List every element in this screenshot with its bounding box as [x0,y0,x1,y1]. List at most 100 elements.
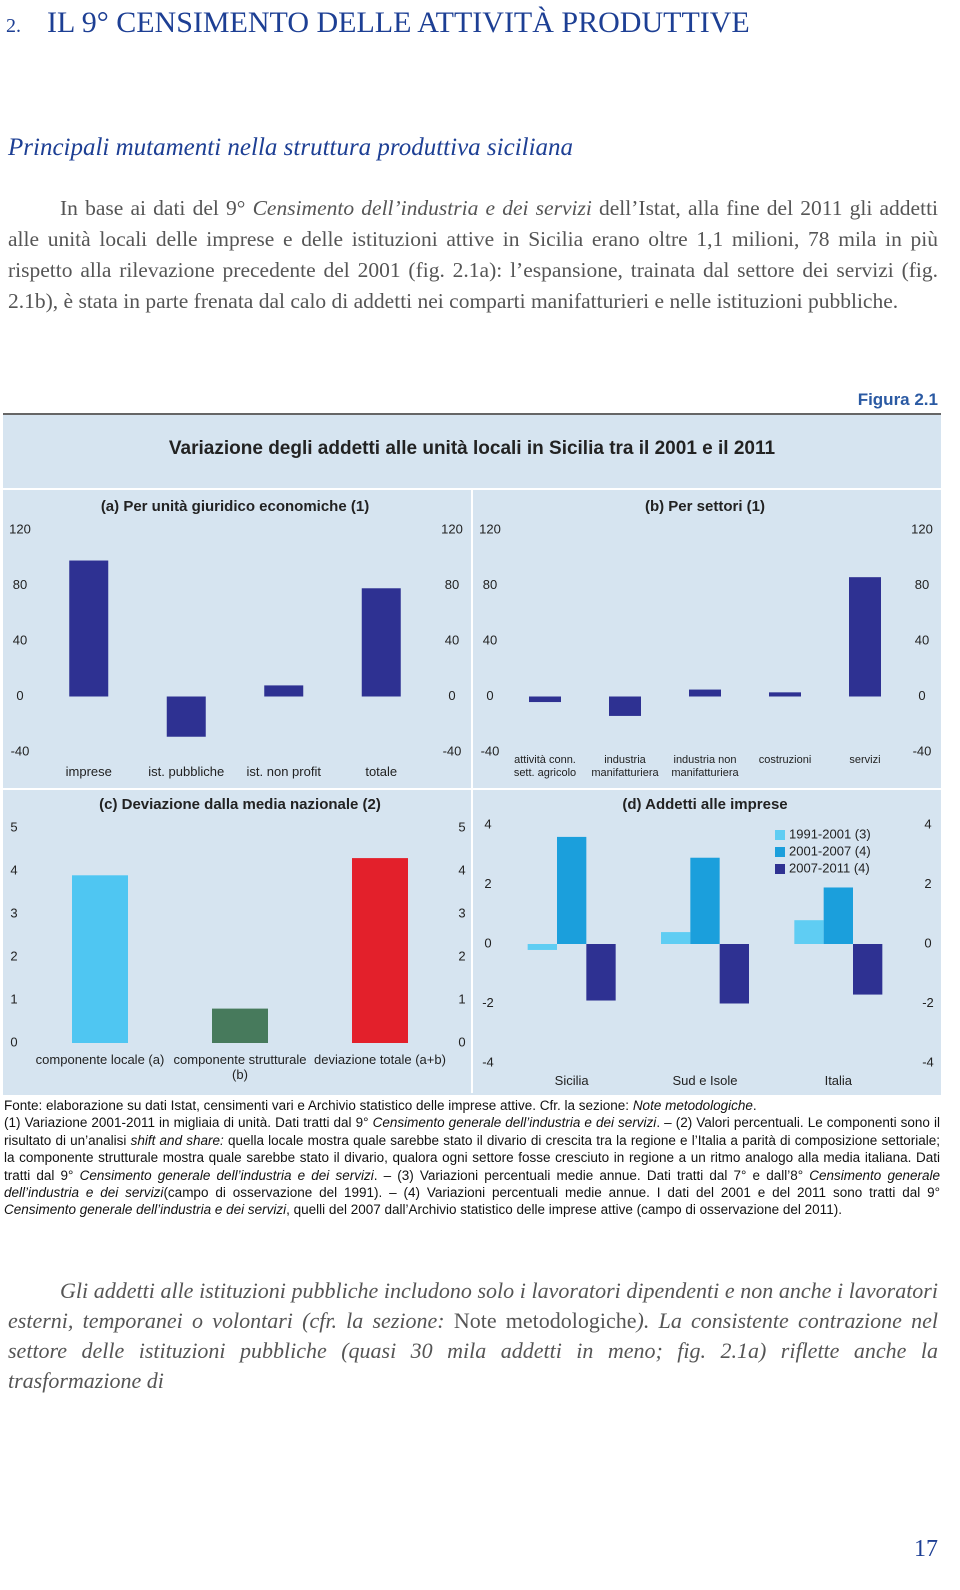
y2-tick-label: -40 [913,743,932,758]
text-run: Censimento generale dell’industria e dei… [372,1115,657,1131]
text-run: ). La consistente contrazione nel settor… [8,1308,938,1393]
y2-tick-label: 4 [924,816,931,831]
y-tick-label: 5 [10,819,17,834]
text-run: Fonte: elaborazione su dati Istat, censi… [4,1098,633,1113]
x-tick-label: servizi [849,754,881,766]
bar [264,685,304,697]
legend-swatch [775,864,785,874]
x-tick-label: totale [365,764,398,779]
legend-swatch [775,830,785,840]
y2-tick-label: 120 [911,521,933,536]
bar [361,588,401,697]
y-tick-label: 3 [10,905,17,920]
text-run: (1) Variazione 2001-2011 in migliaia di … [4,1115,373,1131]
text-run: Censimento generale dell’industria e dei… [4,1202,287,1218]
x-tick-label: componente strutturale (b) [173,1052,307,1082]
x-tick-label: industria non manifatturiera [671,754,739,779]
note: (1) Variazione 2001-2011 in migliaia di … [4,1114,940,1218]
y2-tick-label: -40 [443,743,462,758]
text-run: Censimento dell’industria e dei servizi [252,196,592,220]
text-run: quella locale mostra quale sarebbe stato… [4,1132,940,1183]
figure-label: Figura 2.1 [857,390,938,409]
text-run: Censimento generale dell’industria e dei… [4,1167,940,1201]
y2-tick-label: 2 [924,876,931,891]
y-tick-label: 0 [16,688,23,703]
y2-tick-label: -2 [922,995,934,1010]
text-run: shift and share: [130,1132,224,1148]
y2-tick-label: 80 [445,577,459,592]
y2-tick-label: 2 [458,948,465,963]
x-tick-label: attività conn. sett. agricolo [513,754,577,779]
figure-title: Variazione degli addetti alle unità loca… [168,438,776,459]
bar [609,696,641,716]
text-run: . [752,1098,757,1113]
y-tick-label: -4 [482,1054,494,1069]
bar [529,696,561,703]
y2-tick-label: 0 [458,1034,465,1049]
y-tick-label: 40 [483,632,497,647]
text-run: In base ai dati del 9° [60,196,253,220]
text-run: Note metodologiche [453,1308,637,1333]
text-run: Gli addetti alle istituzioni pubbliche i… [8,1278,938,1333]
header-title: IL 9° CENSIMENTO DELLE ATTIVITÀ PRODUTTI… [47,6,750,39]
bar [849,577,881,697]
note: Fonte: elaborazione su dati Istat, censi… [4,1097,940,1114]
y2-tick-label: 0 [924,935,931,950]
chart-title: (d) Addetti alle imprese [622,796,788,813]
x-tick-label: imprese [65,764,112,779]
x-tick-label: deviazione totale (a+b) [314,1052,446,1067]
legend-label: 2007-2011 (4) [789,860,870,875]
y2-tick-label: 0 [448,688,455,703]
bar [719,944,749,1004]
y2-tick-label: 120 [441,521,463,536]
bar [72,875,128,1043]
bar [166,696,206,737]
chart-title: (a) Per unità giuridico economiche (1) [100,498,370,515]
bar [689,689,721,697]
y-tick-label: -40 [481,743,500,758]
y-tick-label: 0 [484,935,491,950]
y2-tick-label: 1 [458,991,465,1006]
bar [69,560,109,697]
bar [586,944,616,1001]
page-header: 2. IL 9° CENSIMENTO DELLE ATTIVITÀ PRODUT… [6,6,750,40]
bar [769,692,801,697]
y-tick-label: 80 [483,577,497,592]
bar [557,836,587,944]
y-tick-label: 120 [9,521,31,536]
section-title: Principali mutamenti nella struttura pro… [8,134,574,161]
x-tick-label: componente locale (a) [35,1052,165,1067]
bar [212,1008,268,1043]
legend-label: 2001-2007 (4) [789,843,871,858]
y-tick-label: 0 [10,1034,17,1049]
header-number: 2. [6,15,21,37]
y2-tick-label: -4 [922,1054,934,1069]
y-tick-label: 4 [10,862,17,877]
y2-tick-label: 80 [915,577,929,592]
text-run: (campo di osservazione del 1991). – (4) … [163,1185,940,1201]
bar [661,932,691,944]
y2-tick-label: 0 [918,688,925,703]
bar [690,857,720,944]
y-tick-label: 4 [484,816,491,831]
y2-tick-label: 40 [445,632,459,647]
y2-tick-label: 5 [458,819,465,834]
x-tick-label: industria manifatturiera [591,754,659,779]
y-tick-label: 0 [486,688,493,703]
text-run: Censimento generale dell’industria e dei… [79,1167,374,1183]
figure-notes: Fonte: elaborazione su dati Istat, censi… [4,1097,940,1219]
intro-paragraph: In base ai dati del 9° Censimento dell’i… [8,193,938,317]
y-tick-label: 80 [13,577,27,592]
text-run: dell’Istat, alla fine del 2011 gli addet… [8,196,939,313]
text-run: Note metodologiche [632,1098,753,1113]
separator [471,490,473,1093]
y-tick-label: 2 [10,948,17,963]
y2-tick-label: 4 [458,862,465,877]
x-tick-label: costruzioni [758,754,812,766]
bar [352,858,408,1043]
text-run: . – (3) Variazioni percentuali medie ann… [373,1167,810,1183]
bar [853,944,883,995]
y-tick-label: 1 [10,991,17,1006]
